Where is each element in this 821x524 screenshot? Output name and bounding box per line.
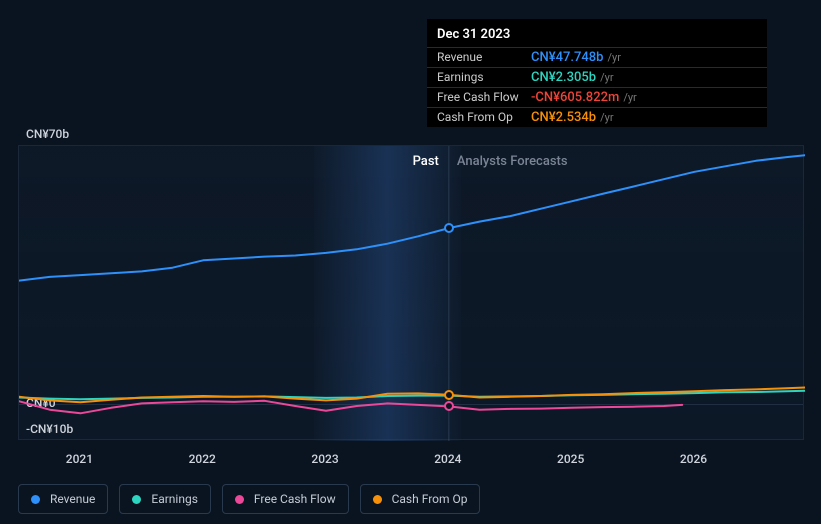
legend-label: Earnings xyxy=(151,492,198,506)
tooltip-row: RevenueCN¥47.748b/yr xyxy=(427,47,767,67)
legend-item[interactable]: Earnings xyxy=(119,484,211,514)
legend-label: Revenue xyxy=(50,492,95,506)
tooltip-value: CN¥2.534b xyxy=(531,110,596,125)
legend-dot-icon xyxy=(235,495,244,504)
x-axis-label: 2025 xyxy=(557,452,584,466)
legend-dot-icon xyxy=(132,495,141,504)
tooltip-date: Dec 31 2023 xyxy=(427,19,767,47)
y-axis-label: CN¥0 xyxy=(26,396,56,410)
x-axis-label: 2026 xyxy=(680,452,707,466)
legend-label: Free Cash Flow xyxy=(254,492,336,506)
tooltip-row: Free Cash Flow-CN¥605.822m/yr xyxy=(427,87,767,107)
tooltip-value: CN¥2.305b xyxy=(531,70,596,85)
y-axis-label: -CN¥10b xyxy=(26,422,73,436)
x-axis-label: 2022 xyxy=(189,452,216,466)
series-line xyxy=(19,391,805,400)
legend: Revenue Earnings Free Cash Flow Cash From O… xyxy=(18,484,480,514)
data-marker xyxy=(444,390,454,400)
x-axis-label: 2023 xyxy=(311,452,338,466)
series-line xyxy=(19,401,682,414)
legend-item[interactable]: Free Cash Flow xyxy=(222,484,349,514)
tooltip-row: EarningsCN¥2.305b/yr xyxy=(427,67,767,87)
legend-label: Cash From Op xyxy=(392,492,468,506)
past-label: Past xyxy=(413,154,439,169)
forecast-label: Analysts Forecasts xyxy=(457,154,568,169)
tooltip-row: Cash From OpCN¥2.534b/yr xyxy=(427,107,767,127)
x-axis-label: 2021 xyxy=(66,452,93,466)
tooltip: Dec 31 2023 RevenueCN¥47.748b/yrEarnings… xyxy=(427,19,767,127)
tooltip-suffix: /yr xyxy=(600,111,613,124)
tooltip-suffix: /yr xyxy=(600,71,613,84)
tooltip-value: -CN¥605.822m xyxy=(531,90,619,105)
tooltip-label: Revenue xyxy=(437,50,531,64)
tooltip-label: Earnings xyxy=(437,70,531,84)
data-marker xyxy=(444,223,454,233)
highlight-band xyxy=(314,146,461,441)
legend-dot-icon xyxy=(31,495,40,504)
tooltip-label: Cash From Op xyxy=(437,110,531,124)
series-line xyxy=(19,388,805,403)
chart-lines xyxy=(19,146,805,441)
legend-item[interactable]: Revenue xyxy=(18,484,108,514)
tooltip-suffix: /yr xyxy=(607,51,620,64)
x-axis-label: 2024 xyxy=(434,452,461,466)
legend-dot-icon xyxy=(373,495,382,504)
tooltip-label: Free Cash Flow xyxy=(437,90,531,104)
series-line xyxy=(19,155,805,280)
tooltip-suffix: /yr xyxy=(623,91,636,104)
gridline xyxy=(19,404,803,405)
legend-item[interactable]: Cash From Op xyxy=(360,484,481,514)
plot-area: Past Analysts Forecasts xyxy=(18,145,804,440)
tooltip-value: CN¥47.748b xyxy=(531,50,603,65)
y-axis-label: CN¥70b xyxy=(26,127,69,141)
data-marker xyxy=(444,401,454,411)
